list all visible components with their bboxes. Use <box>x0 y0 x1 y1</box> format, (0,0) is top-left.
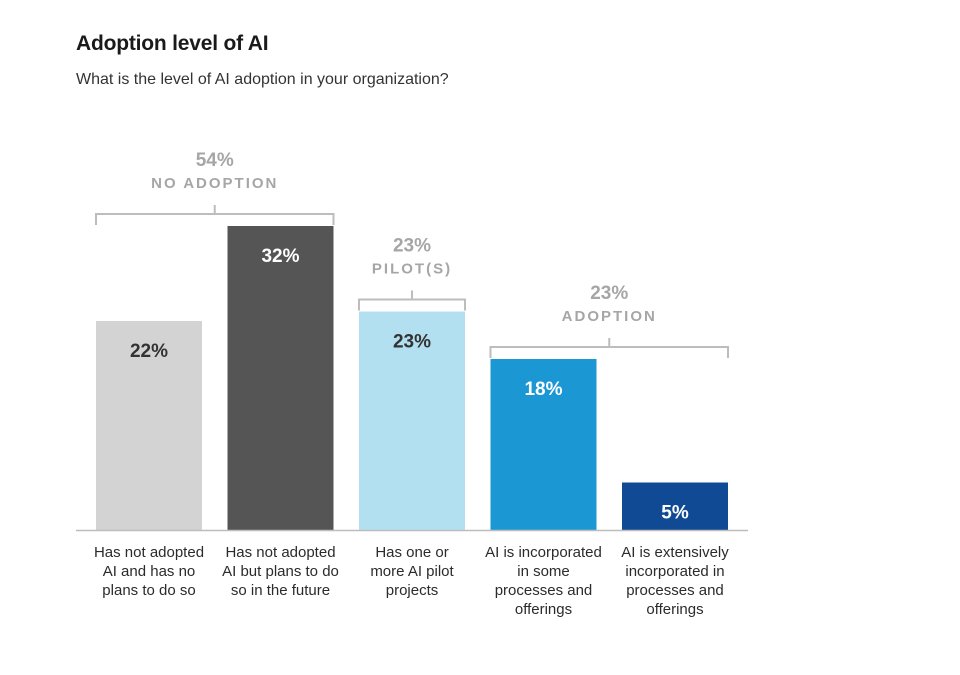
bar-value-label: 32% <box>261 246 299 267</box>
group-percent-label: 54% <box>196 150 234 171</box>
group-percent-label: 23% <box>393 236 431 257</box>
category-label-line: offerings <box>646 601 704 618</box>
chart-title: Adoption level of AI <box>76 32 269 55</box>
group-bracket <box>358 290 466 311</box>
category-label-line: processes and <box>626 582 724 599</box>
bar <box>227 226 334 530</box>
group-name-label: ADOPTION <box>562 308 657 325</box>
group-percent-label: 23% <box>590 283 628 304</box>
bar <box>359 311 465 530</box>
bar-value-label: 22% <box>130 341 168 362</box>
category-label-line: so in the future <box>230 582 331 599</box>
category-label: Has not adopted AI and has no plans to do … <box>79 543 219 600</box>
category-label-line: incorporated in <box>625 563 725 580</box>
category-label-line: offerings <box>514 601 573 618</box>
category-label-line: AI is extensively <box>621 544 729 561</box>
bar <box>96 321 202 530</box>
bar-value-label: 18% <box>524 379 562 400</box>
category-label-line: AI is incorporated <box>485 544 602 561</box>
category-label: AI is extensively incorporated in processe… <box>605 543 745 619</box>
group-bracket <box>489 338 729 358</box>
chart-subtitle: What is the level of AI adoption in your… <box>76 71 449 88</box>
category-label-line: projects <box>385 582 439 599</box>
category-label-line: Has not adopted <box>225 544 336 561</box>
group-name-label: NO ADOPTION <box>151 175 278 192</box>
group-bracket <box>95 205 335 225</box>
category-label-line: AI but plans to do <box>222 563 339 580</box>
bar-value-label: 23% <box>393 332 431 353</box>
category-label-line: Has one or <box>375 544 449 561</box>
category-label: Has one or more AI pilot projects <box>342 543 482 600</box>
bar-value-label: 5% <box>661 503 689 524</box>
category-label: Has not adopted AI but plans to do so in t… <box>211 543 351 600</box>
category-label-line: processes and <box>494 582 593 599</box>
category-label-line: in some <box>517 563 570 580</box>
category-label-line: AI and has no <box>102 563 196 580</box>
category-label-line: more AI pilot <box>370 563 454 580</box>
bar <box>622 482 728 530</box>
group-name-label: PILOT(S) <box>372 261 452 278</box>
bar <box>490 359 597 530</box>
category-label: AI is incorporated in some processes and of… <box>474 543 614 619</box>
category-label-line: Has not adopted <box>93 544 205 561</box>
category-label-line: plans to do so <box>102 582 196 599</box>
